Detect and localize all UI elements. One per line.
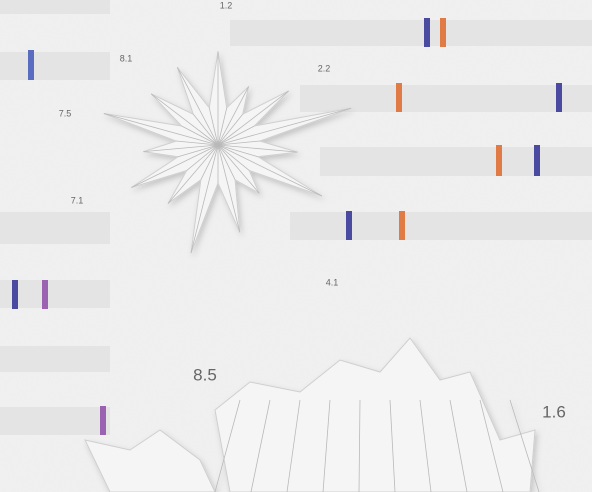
fold-line bbox=[286, 399, 301, 492]
fold-line bbox=[479, 399, 504, 492]
tick bbox=[496, 145, 502, 176]
tick bbox=[28, 50, 34, 80]
fold-line bbox=[176, 140, 219, 146]
fold-line bbox=[150, 93, 219, 146]
fold-line bbox=[103, 113, 219, 146]
fold-line bbox=[193, 114, 219, 146]
band bbox=[290, 212, 592, 240]
fold-line bbox=[419, 399, 432, 492]
band bbox=[0, 407, 110, 435]
fold-line bbox=[217, 144, 298, 153]
band bbox=[320, 147, 592, 176]
fold-line bbox=[322, 399, 331, 492]
label: 8.5 bbox=[193, 365, 217, 384]
fold-line bbox=[217, 107, 352, 146]
fold-line bbox=[358, 399, 361, 492]
paper-fold bbox=[214, 337, 536, 492]
fold-line bbox=[217, 144, 250, 171]
fold-line bbox=[217, 86, 249, 146]
fold-line bbox=[186, 144, 219, 171]
label: 8.1 bbox=[120, 53, 133, 63]
band bbox=[0, 212, 110, 244]
fold-line bbox=[177, 144, 219, 158]
fold-line bbox=[217, 114, 243, 146]
tick-marks bbox=[12, 18, 562, 435]
label: 2.2 bbox=[318, 63, 331, 73]
fold-line bbox=[217, 107, 228, 146]
tick bbox=[399, 211, 405, 240]
band bbox=[230, 20, 592, 46]
band bbox=[0, 280, 110, 308]
fold-line bbox=[208, 107, 219, 146]
fold-line bbox=[176, 67, 219, 146]
fold-line bbox=[509, 399, 540, 492]
labels: 1.2 8.1 2.2 7.5 7.1 4.1 8.5 1.6 bbox=[59, 0, 566, 421]
fold-line bbox=[449, 399, 468, 492]
tick bbox=[440, 18, 446, 47]
fold-line bbox=[217, 144, 241, 233]
fold-line bbox=[217, 144, 259, 158]
band bbox=[0, 346, 110, 372]
fold-line bbox=[190, 144, 219, 254]
tick bbox=[42, 280, 48, 309]
tick bbox=[556, 83, 562, 112]
fold-line bbox=[214, 399, 241, 492]
fold-line bbox=[217, 125, 255, 146]
fold-line bbox=[217, 144, 260, 194]
fold-line bbox=[389, 399, 396, 492]
fold-line bbox=[217, 144, 323, 197]
fold-line bbox=[217, 90, 289, 146]
bands bbox=[0, 0, 592, 435]
paper-star bbox=[103, 51, 352, 254]
tick bbox=[100, 406, 106, 435]
label: 1.6 bbox=[542, 402, 566, 421]
fold-line bbox=[217, 144, 236, 180]
band bbox=[300, 85, 592, 112]
band bbox=[0, 52, 110, 80]
label: 7.1 bbox=[71, 195, 84, 205]
paper-fold bbox=[84, 429, 216, 492]
fold-line bbox=[217, 140, 260, 146]
fold-line bbox=[250, 399, 271, 492]
tick bbox=[12, 280, 18, 309]
fold-line bbox=[167, 144, 219, 204]
tick bbox=[534, 145, 540, 176]
fold-line bbox=[131, 144, 219, 188]
fold-line bbox=[181, 125, 219, 146]
tick bbox=[396, 83, 402, 112]
label: 1.2 bbox=[220, 0, 233, 10]
label: 7.5 bbox=[59, 108, 72, 118]
label: 4.1 bbox=[326, 277, 339, 287]
paper-shape bbox=[84, 337, 540, 492]
fold-line bbox=[143, 144, 219, 153]
tick bbox=[346, 211, 352, 240]
band bbox=[0, 0, 110, 14]
tick bbox=[424, 18, 430, 47]
fold-line bbox=[200, 144, 219, 180]
